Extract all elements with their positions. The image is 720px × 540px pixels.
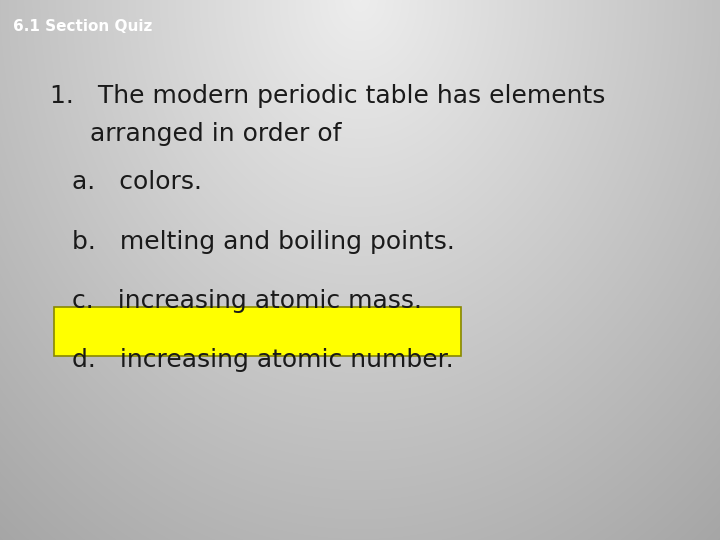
- Text: c.   increasing atomic mass.: c. increasing atomic mass.: [72, 289, 422, 313]
- Text: b.   melting and boiling points.: b. melting and boiling points.: [72, 230, 455, 253]
- Text: a.   colors.: a. colors.: [72, 170, 202, 194]
- FancyBboxPatch shape: [54, 307, 461, 356]
- Text: 6.1 Section Quiz: 6.1 Section Quiz: [13, 19, 153, 34]
- Text: d.   increasing atomic number.: d. increasing atomic number.: [72, 348, 454, 372]
- Text: arranged in order of: arranged in order of: [50, 122, 342, 145]
- Text: 1.   The modern periodic table has elements: 1. The modern periodic table has element…: [50, 84, 606, 107]
